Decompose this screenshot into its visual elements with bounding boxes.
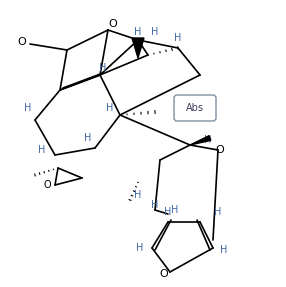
- Text: H: H: [24, 103, 32, 113]
- Polygon shape: [132, 38, 144, 58]
- Text: H: H: [134, 27, 142, 37]
- FancyBboxPatch shape: [174, 95, 216, 121]
- Text: Abs: Abs: [186, 103, 204, 113]
- Text: H: H: [214, 207, 222, 217]
- Text: H: H: [171, 205, 179, 215]
- Text: H: H: [106, 103, 114, 113]
- Polygon shape: [190, 136, 211, 145]
- Text: H: H: [174, 33, 182, 43]
- Text: H: H: [151, 27, 159, 37]
- Text: O: O: [18, 37, 26, 47]
- Text: O: O: [160, 269, 168, 279]
- Text: H: H: [134, 190, 142, 200]
- Text: H: H: [38, 145, 46, 155]
- Text: H: H: [84, 133, 92, 143]
- Text: H: H: [220, 245, 228, 255]
- Text: O: O: [216, 145, 225, 155]
- Text: O: O: [109, 19, 117, 29]
- Text: H: H: [204, 135, 212, 145]
- Text: H: H: [136, 243, 144, 253]
- Text: O: O: [43, 180, 51, 190]
- Text: H: H: [151, 200, 159, 210]
- Text: H: H: [164, 207, 172, 217]
- Text: H: H: [99, 63, 107, 73]
